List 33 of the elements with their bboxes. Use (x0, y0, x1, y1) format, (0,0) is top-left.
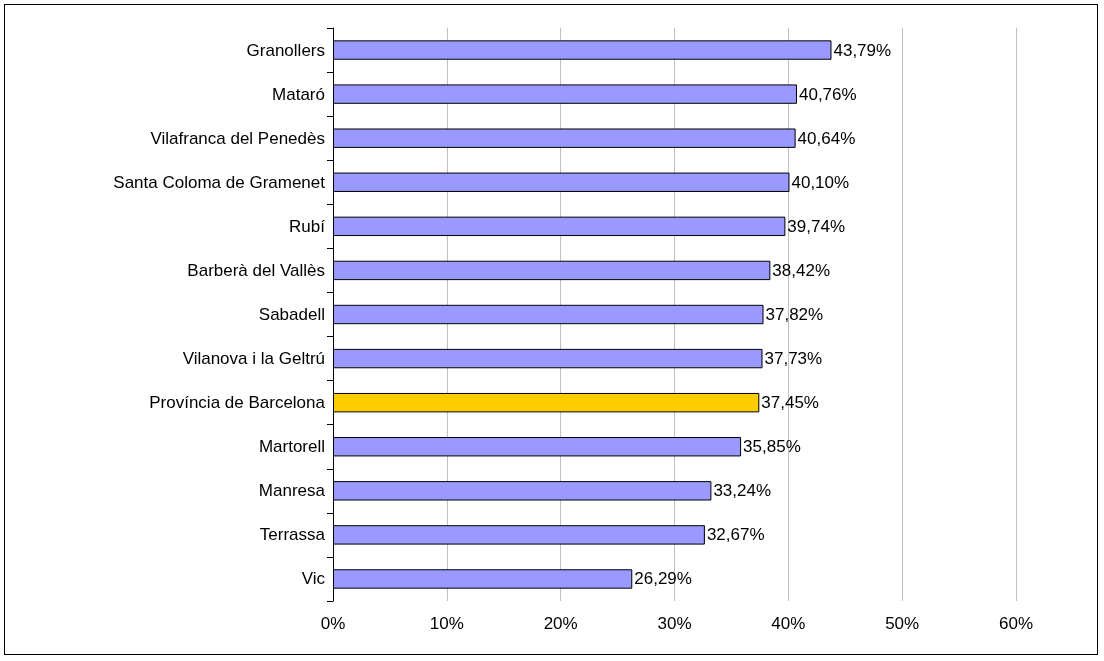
y-tick-label: Santa Coloma de Gramenet (113, 172, 326, 192)
y-tick-label: Vilanova i la Geltrú (182, 349, 325, 369)
data-label: 40,10% (791, 172, 850, 192)
data-label: 33,24% (713, 481, 772, 501)
y-tick-label: Província de Barcelona (149, 393, 326, 413)
y-tick-label: Vilafranca del Penedès (150, 128, 325, 148)
x-tick-label: 20% (543, 614, 578, 633)
data-label: 40,64% (797, 128, 856, 148)
x-tick-label: 50% (885, 614, 920, 633)
y-tick-label: Granollers (246, 40, 325, 60)
y-tick-label: Manresa (258, 481, 326, 501)
x-tick-label: 60% (998, 614, 1034, 633)
data-label: 35,85% (743, 437, 801, 457)
data-label: 38,42% (772, 260, 831, 280)
x-tick-label: 10% (429, 614, 464, 633)
data-label: 37,45% (761, 393, 819, 413)
y-tick-label: Barberà del Vallès (187, 260, 325, 280)
data-label: 32,67% (706, 525, 765, 545)
data-label: 43,79% (833, 40, 892, 60)
data-label: 40,76% (798, 84, 857, 104)
data-label: 37,73% (764, 349, 823, 369)
x-tick-label: 0% (320, 614, 346, 633)
y-tick-label: Vic (301, 569, 326, 589)
data-label: 26,29% (634, 569, 692, 589)
y-tick-label: Sabadell (258, 305, 325, 324)
data-label: 39,74% (787, 216, 846, 236)
x-tick-label: 30% (657, 614, 692, 633)
y-tick-label: Terrassa (259, 525, 326, 545)
y-tick-label: Mataró (272, 84, 325, 104)
x-tick-label: 40% (771, 614, 806, 633)
y-tick-label: Rubí (289, 216, 326, 236)
y-tick-label: Martorell (258, 437, 325, 457)
data-label: 37,82% (765, 305, 824, 324)
